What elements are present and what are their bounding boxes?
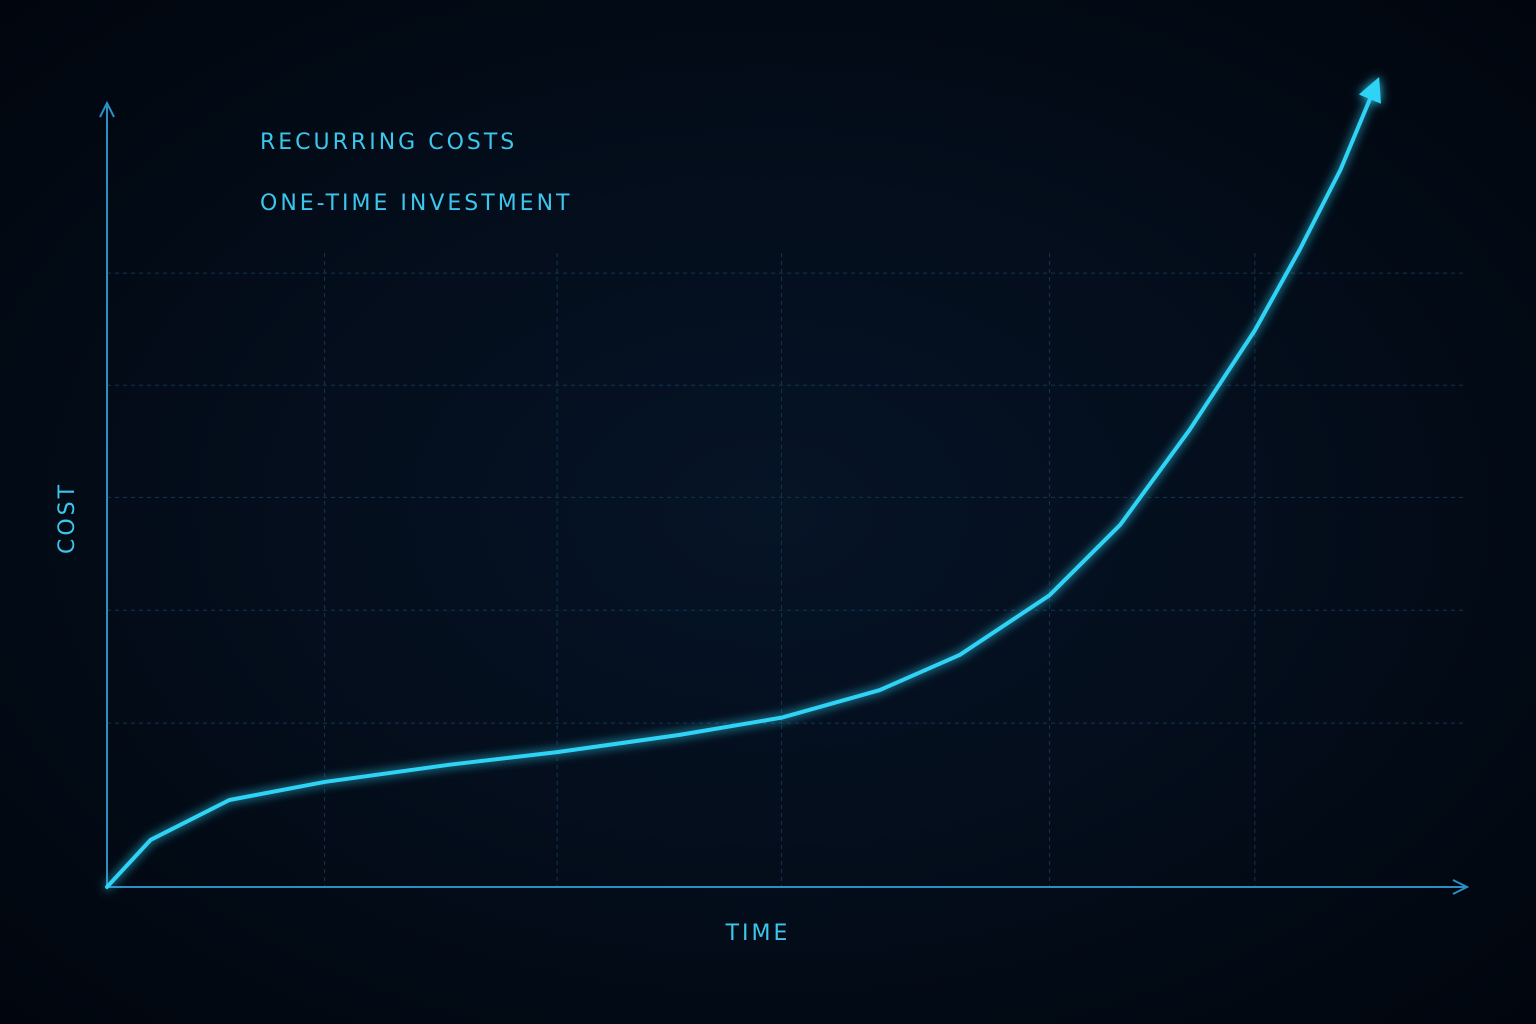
plot-area: [105, 77, 1458, 889]
grid: [107, 253, 1467, 887]
legend-label: ONE-TIME INVESTMENT: [260, 191, 572, 216]
series-line: [105, 77, 1381, 889]
legend: RECURRING COSTS ONE-TIME INVESTMENT: [172, 130, 572, 216]
y-axis-arrow: [99, 100, 115, 118]
x-axis-label: TIME: [725, 921, 791, 946]
x-axis-arrow: [1452, 879, 1470, 895]
y-axis-label: COST: [55, 482, 80, 554]
legend-label: RECURRING COSTS: [260, 130, 517, 155]
